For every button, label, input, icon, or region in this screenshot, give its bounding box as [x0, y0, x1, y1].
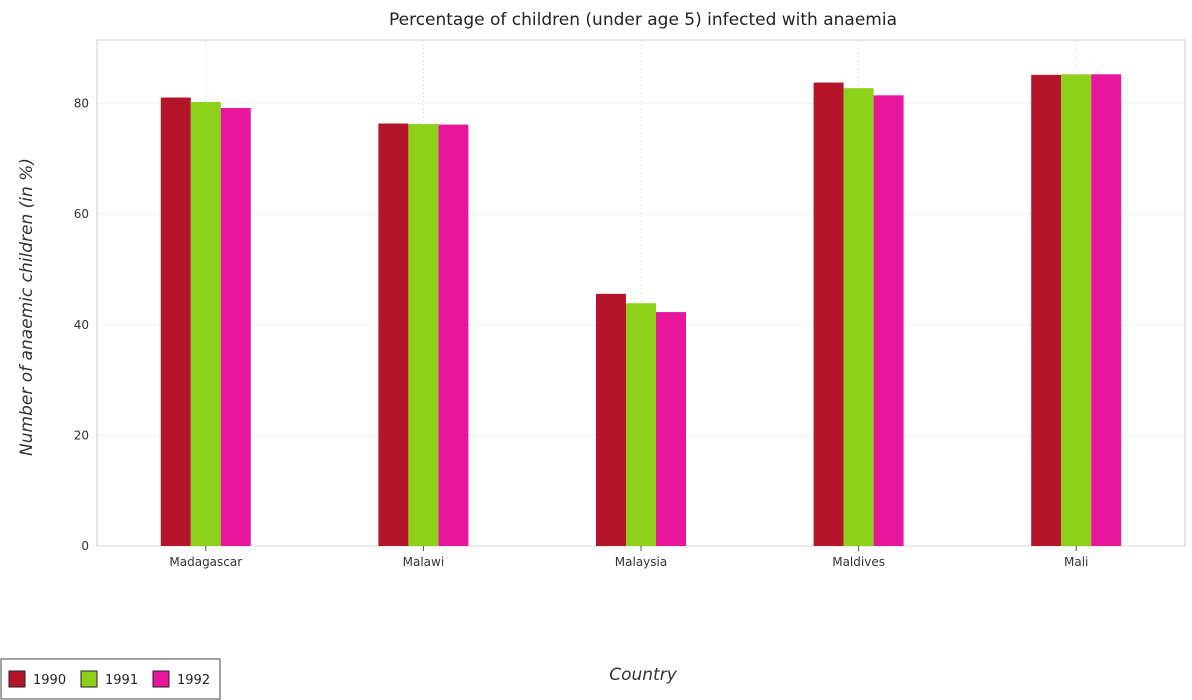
x-tick-label: Mali	[1064, 555, 1088, 569]
y-tick-label: 20	[74, 428, 89, 442]
axes: 0 20 40 60 80 Madagascar Malawi Malaysia Maldive…	[74, 97, 1089, 569]
bar-1990-maldives	[813, 82, 844, 546]
bar-1991-maldives	[843, 88, 874, 546]
bar-1990-madagascar	[160, 97, 191, 546]
x-tick-label: Madagascar	[169, 555, 242, 569]
legend-label-1990: 1990	[33, 673, 66, 688]
bar-1990-malaysia	[596, 293, 626, 546]
legend-label-1992: 1992	[177, 673, 210, 688]
bar-1991-mali	[1061, 74, 1092, 546]
x-tick-label: Malawi	[403, 555, 445, 569]
bar-1992-malaysia	[656, 312, 686, 546]
y-tick-label: 80	[74, 97, 89, 111]
x-tick-label: Maldives	[832, 555, 885, 569]
bar-1990-malawi	[378, 123, 409, 547]
x-tick-label: Malaysia	[615, 555, 667, 569]
chart-title: Percentage of children (under age 5) inf…	[389, 10, 897, 30]
bar-1991-malawi	[408, 124, 439, 547]
bar-1992-maldives	[873, 95, 904, 547]
legend-swatch-1991	[80, 670, 98, 688]
y-tick-label: 40	[74, 318, 89, 332]
bar-1991-madagascar	[190, 101, 221, 546]
y-tick-label: 0	[81, 539, 89, 553]
bar-1992-madagascar	[220, 108, 251, 547]
y-axis-label: Number of anaemic children (in %)	[17, 158, 37, 456]
bar-1992-malawi	[438, 124, 469, 546]
bars	[160, 74, 1122, 547]
legend-swatch-1990	[8, 670, 26, 688]
legend: 1990 1991 1992	[0, 658, 221, 700]
bar-1990-mali	[1031, 74, 1062, 546]
legend-box	[0, 658, 221, 700]
legend-label-1991: 1991	[105, 673, 138, 688]
x-axis-label: Country	[609, 665, 677, 685]
bar-1992-mali	[1091, 74, 1122, 546]
legend-swatch-1992	[152, 670, 170, 688]
y-tick-label: 60	[74, 207, 89, 221]
bar-1991-malaysia	[626, 303, 656, 546]
